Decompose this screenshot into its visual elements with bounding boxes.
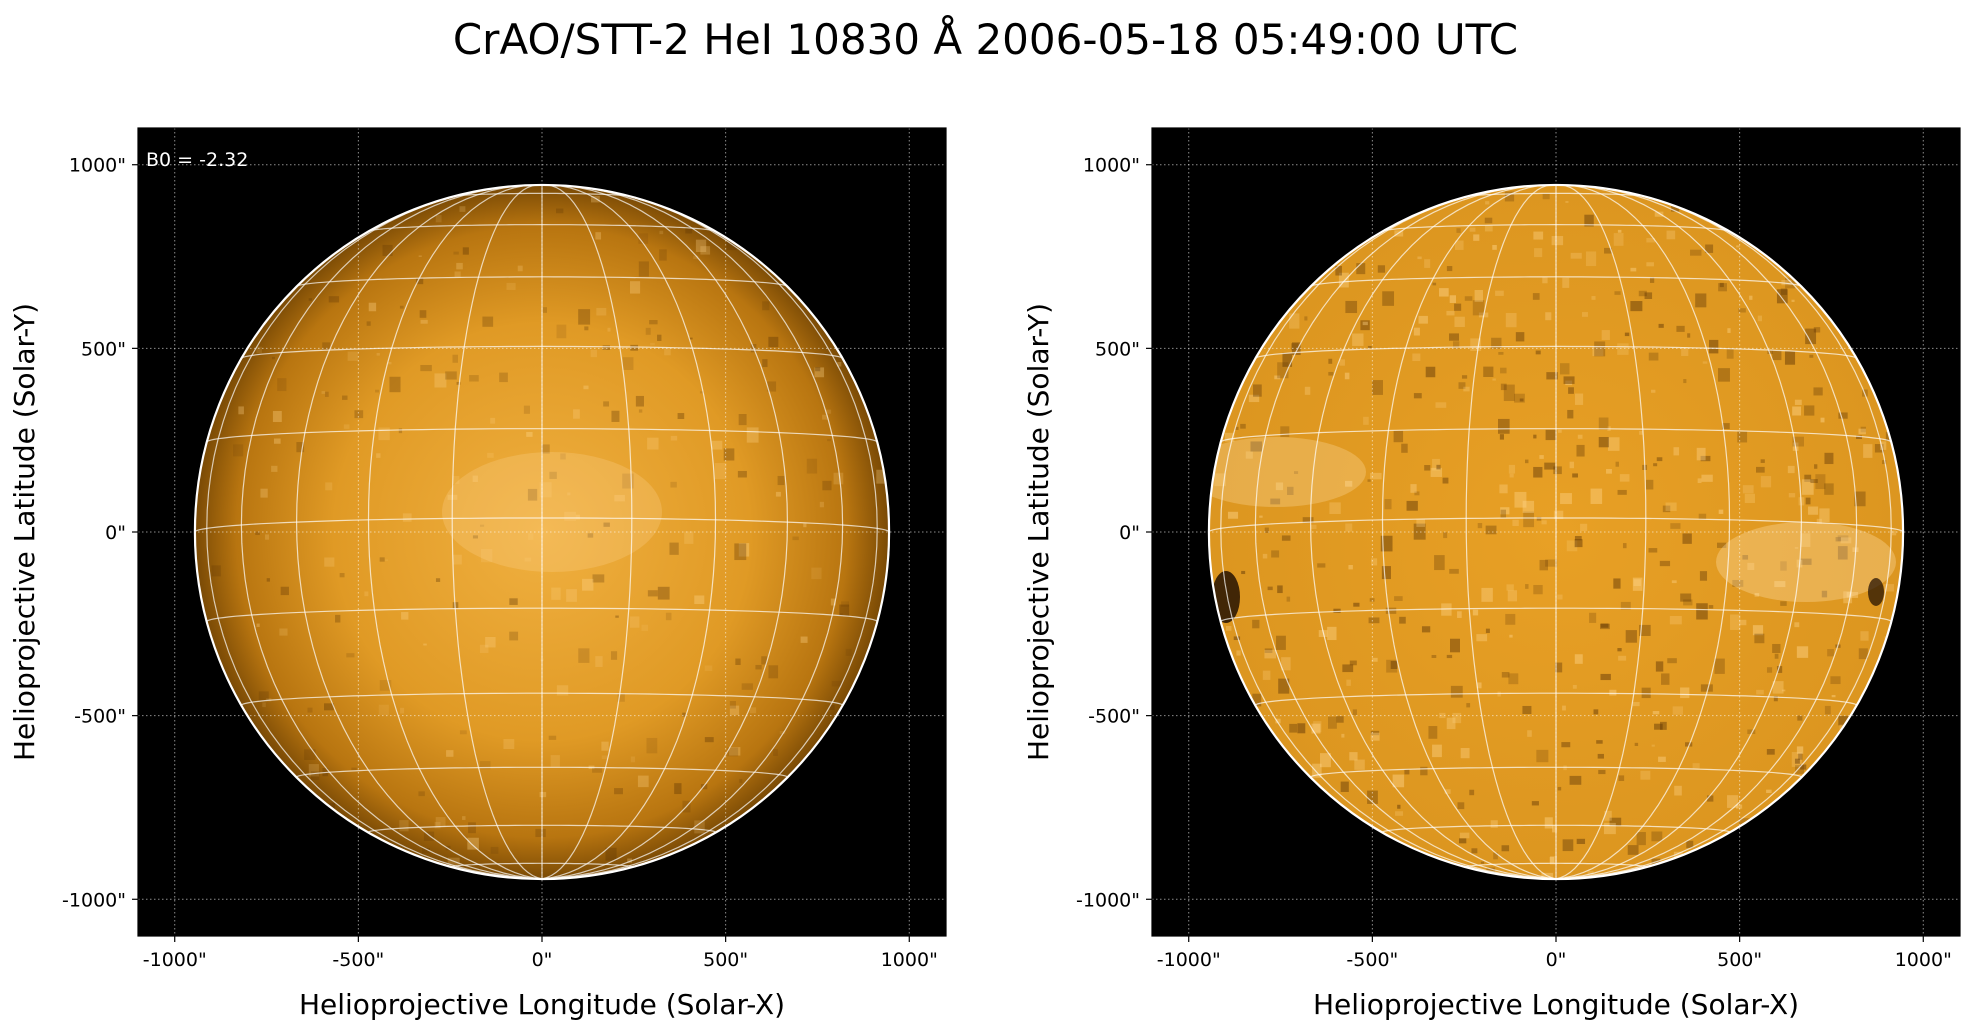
x-tick-label: 500" [703, 949, 748, 971]
y-tick-label: 500" [1095, 338, 1140, 360]
figure-title: CrAO/STT-2 HeI 10830 Å 2006-05-18 05:49:… [452, 15, 1519, 64]
x-tick-label: 1000" [881, 949, 938, 971]
b0-annotation: B0 = -2.32 [146, 149, 248, 171]
x-tick-label: -1000" [143, 949, 207, 971]
y-tick-label: 500" [81, 338, 126, 360]
x-tick-label: -500" [1346, 949, 1398, 971]
y-tick-label: -1000" [1076, 889, 1140, 911]
disk-texture [1208, 191, 1897, 880]
y-tick-label: -500" [74, 706, 126, 728]
y-tick-label: 0" [105, 522, 126, 544]
y-tick-label: 0" [1119, 522, 1140, 544]
left-solar-map-panel: -1000" -500" 0" 500" 1000" 1000" 500" 0" -500" -1… [8, 127, 947, 1021]
solar-limb [193, 183, 891, 881]
x-tick-label: 0" [532, 949, 553, 971]
x-tick-label: -1000" [1157, 949, 1221, 971]
y-axis-label: Helioprojective Latitude (Solar-Y) [1022, 303, 1055, 761]
y-tick-label: -500" [1088, 706, 1140, 728]
solar-limb [1207, 183, 1905, 881]
x-tick-label: 500" [1717, 949, 1762, 971]
x-axis-label: Helioprojective Longitude (Solar-X) [299, 988, 785, 1021]
y-tick-label: 1000" [1083, 155, 1140, 177]
x-tick-label: 0" [1546, 949, 1567, 971]
x-tick-label: 1000" [1895, 949, 1952, 971]
x-tick-label: -500" [332, 949, 384, 971]
y-tick-label: -1000" [62, 889, 126, 911]
disk-texture [211, 196, 888, 873]
right-solar-map-panel: -1000" -500" 0" 500" 1000" 1000" 500" 0" -500" -1… [1022, 127, 1961, 1021]
y-axis-label: Helioprojective Latitude (Solar-Y) [8, 303, 41, 761]
y-tick-label: 1000" [69, 155, 126, 177]
x-axis-label: Helioprojective Longitude (Solar-X) [1313, 988, 1799, 1021]
